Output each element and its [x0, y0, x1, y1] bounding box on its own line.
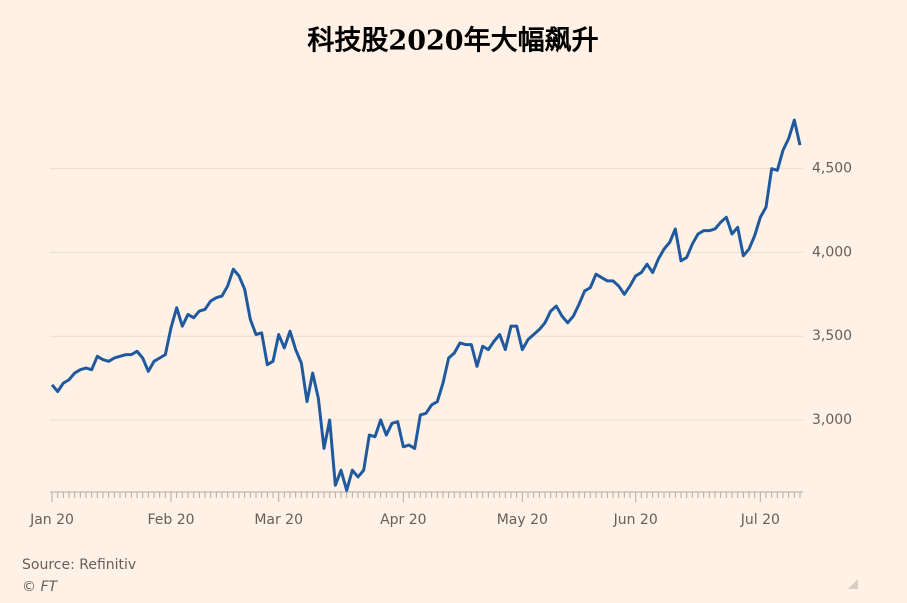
x-tick-label: Feb 20	[147, 512, 194, 528]
chart-title: 科技股2020年大幅飙升	[307, 25, 598, 57]
x-tick-label: Jul 20	[740, 512, 780, 528]
x-tick-label: Jun 20	[613, 512, 658, 528]
x-tick-label: Apr 20	[380, 512, 426, 528]
resize-icon	[848, 579, 858, 589]
y-tick-label: 3,000	[812, 412, 852, 428]
y-tick-label: 3,500	[812, 328, 852, 344]
data-line	[50, 118, 802, 492]
y-tick-label: 4,500	[812, 161, 852, 177]
source: Source: Refinitiv	[22, 557, 136, 573]
x-tick-label: May 20	[497, 512, 548, 528]
y-tick-label: 4,000	[812, 244, 852, 260]
x-tick-label: Mar 20	[254, 512, 303, 528]
credit: © FT	[22, 579, 59, 595]
x-tick-label: Jan 20	[29, 512, 74, 528]
